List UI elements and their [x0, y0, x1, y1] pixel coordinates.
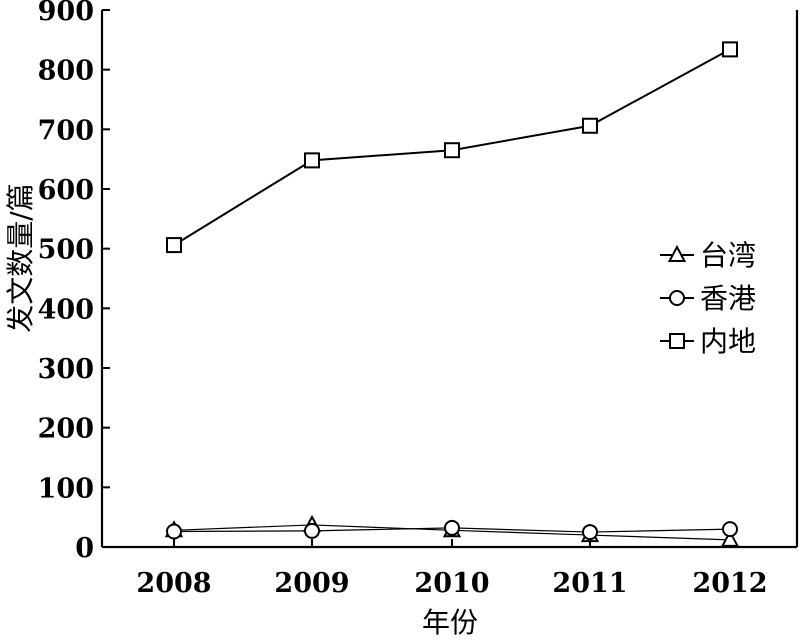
data-point-square — [444, 142, 460, 159]
x-tick-label: 2008 — [136, 568, 211, 599]
x-tick-label: 2009 — [274, 568, 349, 599]
y-tick-label: 900 — [38, 0, 94, 27]
x-ticks: 2008 2009 2010 2011 2012 — [136, 539, 768, 599]
legend-marker-square — [669, 333, 685, 349]
data-point-circle — [444, 519, 460, 536]
y-tick-label: 600 — [38, 175, 94, 206]
x-tick-label: 2010 — [414, 568, 489, 599]
y-ticks: 0 100 200 300 400 500 600 700 800 900 — [38, 0, 110, 564]
legend-label: 香港 — [700, 282, 756, 315]
series-square — [166, 41, 738, 254]
y-tick-label: 300 — [38, 354, 94, 385]
legend-item: 台湾 — [660, 239, 756, 272]
y-tick-label: 800 — [38, 56, 94, 87]
data-point-square — [166, 237, 182, 254]
x-axis-title: 年份 — [422, 606, 478, 639]
data-point-circle — [722, 521, 738, 538]
series-circle — [166, 519, 738, 541]
data-point-square — [304, 152, 320, 169]
legend-label: 内地 — [700, 325, 756, 358]
legend-marker-triangle — [667, 244, 687, 262]
series-group — [164, 41, 740, 547]
axes — [100, 10, 799, 549]
x-tick-label: 2012 — [692, 568, 767, 599]
y-tick-label: 400 — [38, 294, 94, 325]
y-tick-label: 700 — [38, 115, 94, 146]
legend-item: 香港 — [660, 282, 756, 315]
x-tick-label: 2011 — [552, 568, 627, 599]
y-tick-label: 100 — [38, 473, 94, 504]
legend-label: 台湾 — [700, 239, 756, 272]
data-point-square — [722, 41, 738, 58]
data-point-square — [582, 117, 598, 134]
y-tick-label: 0 — [75, 533, 94, 564]
data-point-circle — [304, 522, 320, 539]
legend-marker-circle — [669, 290, 685, 306]
data-point-triangle — [720, 529, 740, 547]
data-point-circle — [582, 524, 598, 541]
data-point-circle — [166, 523, 182, 540]
y-axis-title: 发文数量/篇 — [4, 183, 37, 332]
y-tick-label: 500 — [38, 235, 94, 266]
y-tick-label: 200 — [38, 414, 94, 445]
legend-item: 内地 — [660, 325, 756, 358]
